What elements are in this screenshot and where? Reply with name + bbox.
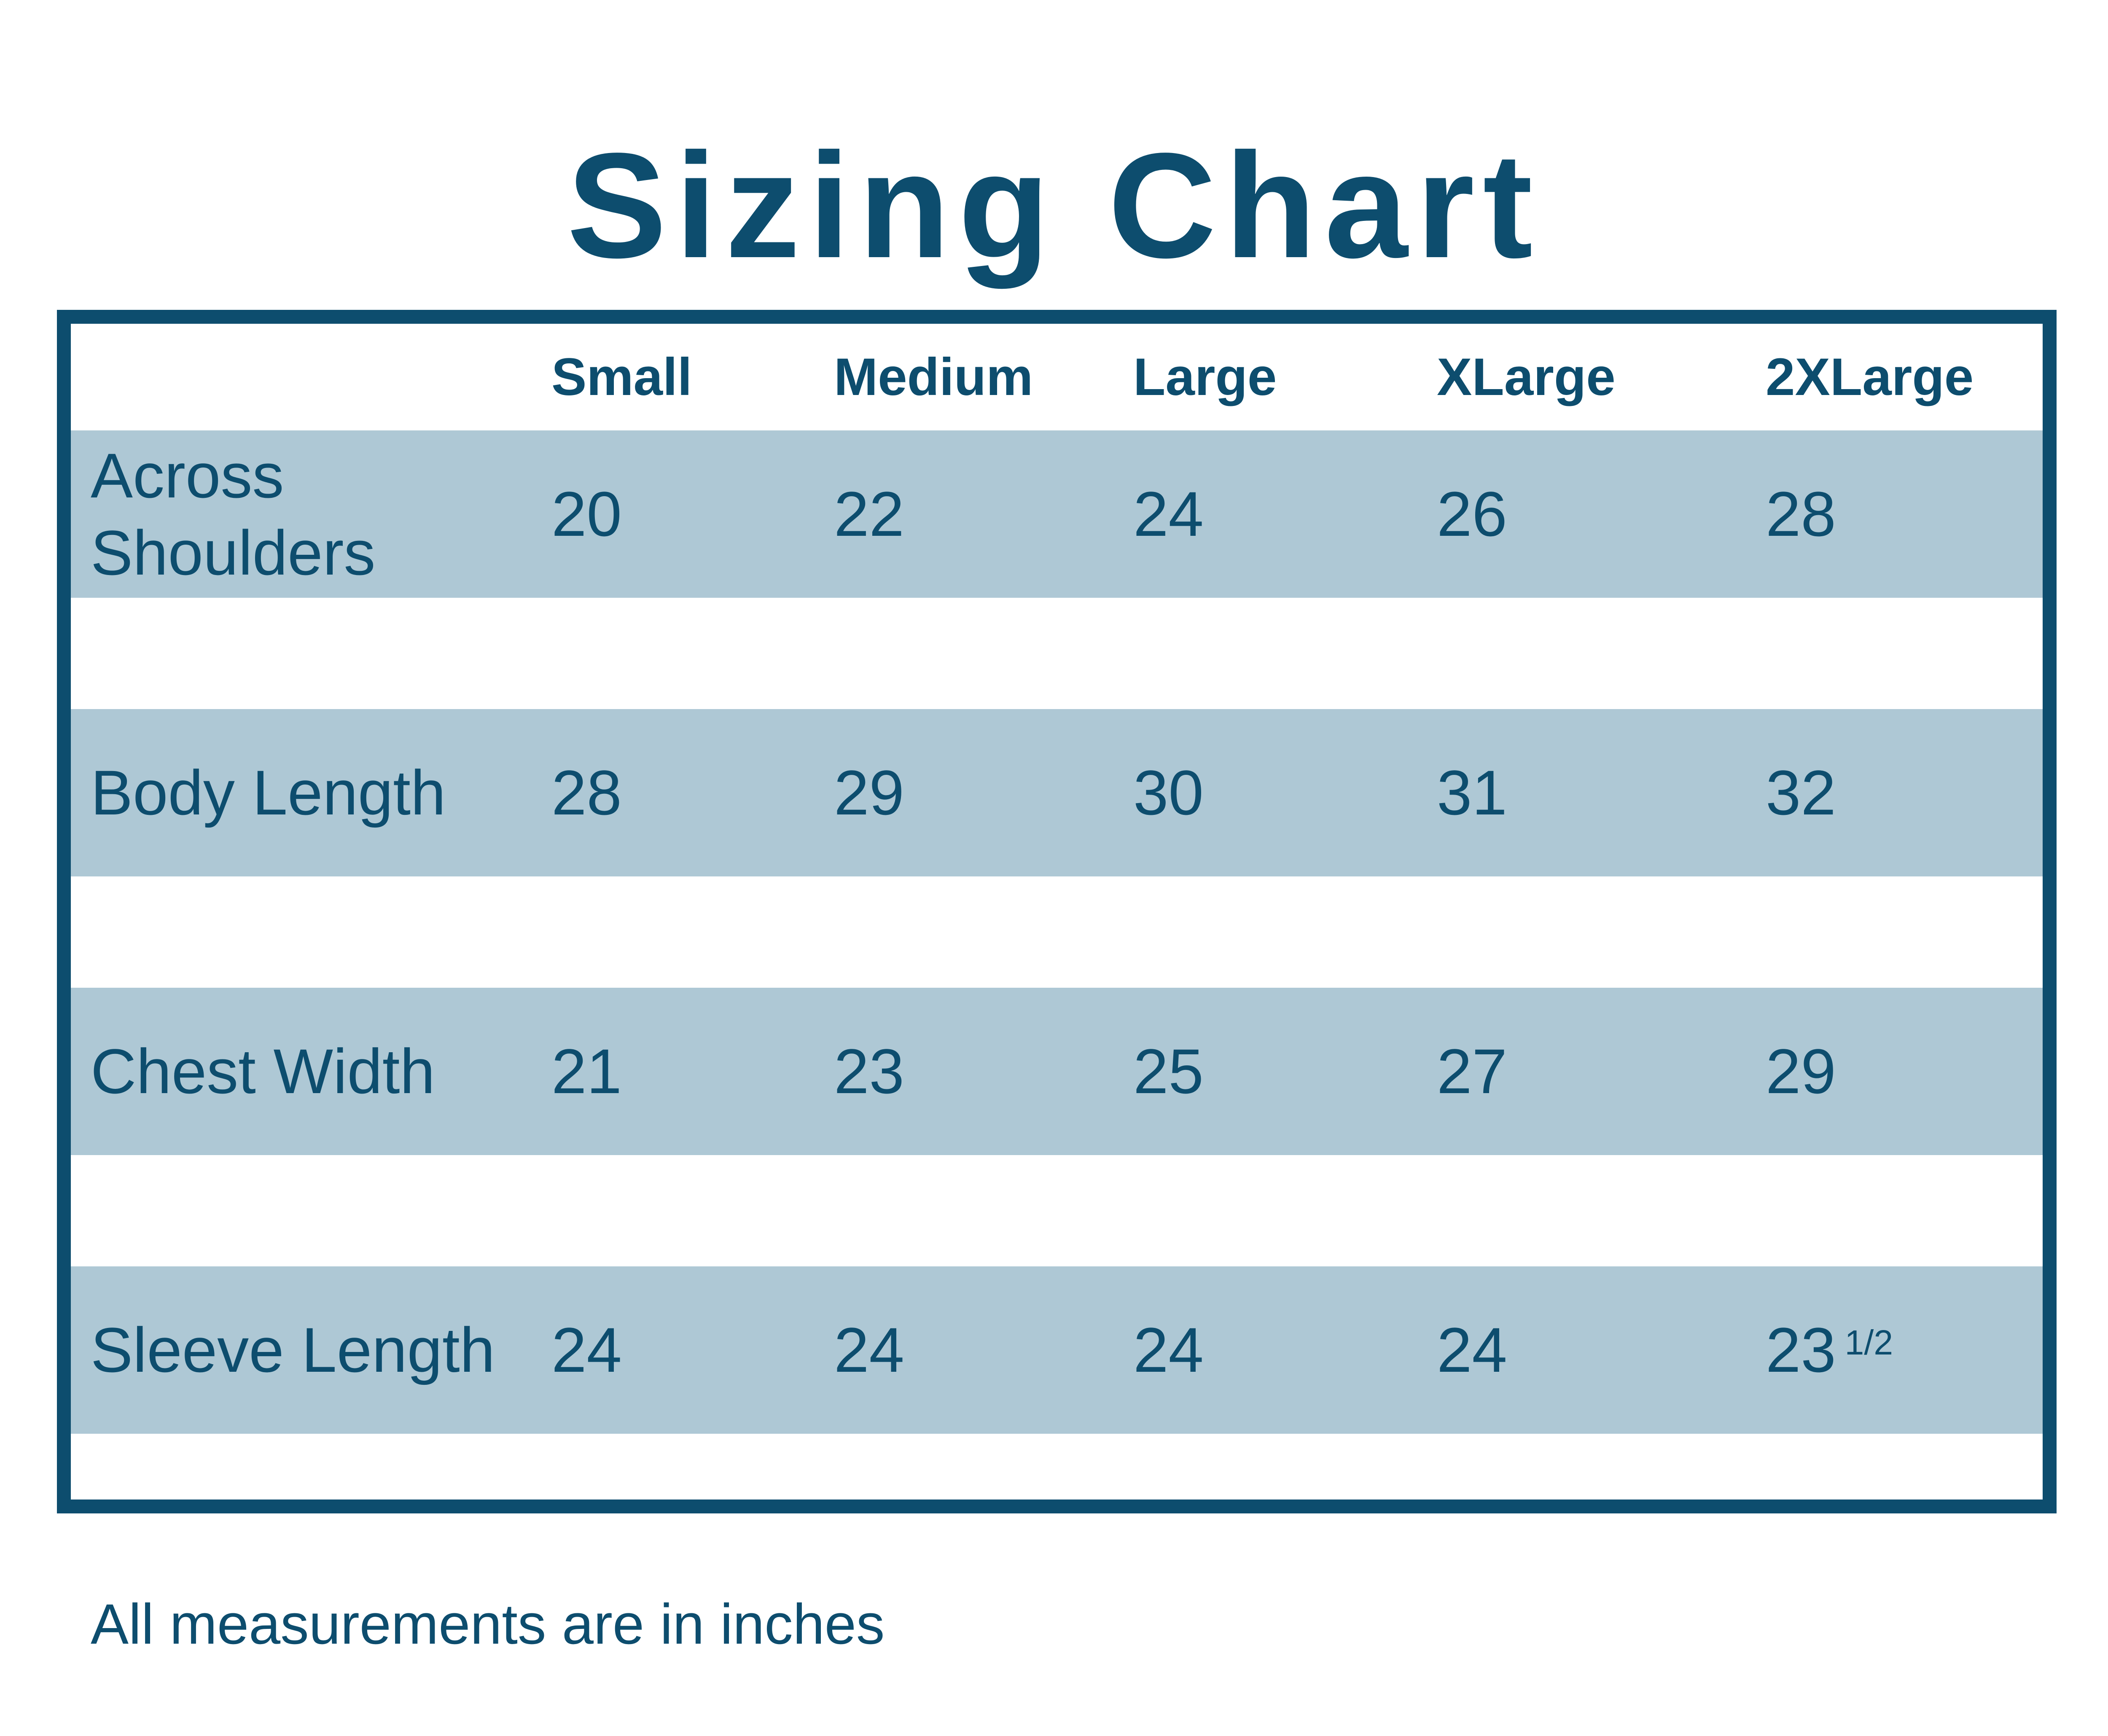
measurement-value: 23 1/2 [1766,1314,2043,1387]
measurement-value: 24 [1133,1314,1204,1385]
measurement-value: 22 [834,478,904,549]
sizing-table: Small Medium Large XLarge 2XLarge Across… [57,310,2057,1513]
measurement-value: 21 [551,1036,622,1107]
measurement-value: 27 [1437,1036,1507,1107]
measurement-value: 29 [1766,1036,1836,1107]
measurement-value: 32 [1766,757,1836,828]
row-label: Across Shoulders [91,440,376,588]
measurement-value: 30 [1133,757,1204,828]
measurement-value: 25 [1133,1036,1204,1107]
column-header-2xlarge: 2XLarge [1766,348,1974,406]
measurement-value-fraction: 1/2 [1844,1323,1893,1362]
page-title: Sizing Chart [567,122,1541,289]
column-header-small: Small [551,348,692,406]
measurement-value: 20 [551,478,622,549]
row-separator [71,876,2043,988]
row-label: Chest Width [91,1036,435,1107]
measurement-value: 29 [834,757,904,828]
row-separator [71,1434,2043,1500]
table-header-row: Small Medium Large XLarge 2XLarge [71,324,2043,430]
measurement-value: 24 [834,1314,904,1385]
row-label: Sleeve Length [91,1314,495,1385]
measurement-value: 24 [1133,478,1204,549]
row-label: Body Length [91,757,446,828]
table-row-chest-width: Chest Width 21 23 25 27 29 [71,988,2043,1155]
row-separator [71,1155,2043,1266]
column-header-large: Large [1133,348,1277,406]
column-header-medium: Medium [834,348,1033,406]
row-separator [71,598,2043,709]
footer-note: All measurements are in inches [91,1592,885,1656]
measurement-value-base: 23 [1766,1314,1836,1385]
table-row-body-length: Body Length 28 29 30 31 32 [71,709,2043,876]
measurement-value: 28 [1766,478,1836,549]
column-header-xlarge: XLarge [1437,348,1616,406]
table-row-across-shoulders: Across Shoulders 20 22 24 26 28 [71,430,2043,598]
measurement-value: 31 [1437,757,1507,828]
measurement-value: 24 [1437,1314,1507,1385]
table-row-sleeve-length: Sleeve Length 24 24 24 24 23 1/2 [71,1266,2043,1434]
measurement-value: 24 [551,1314,622,1385]
measurement-value: 23 [834,1036,904,1107]
measurement-value: 26 [1437,478,1507,549]
measurement-value: 28 [551,757,622,828]
